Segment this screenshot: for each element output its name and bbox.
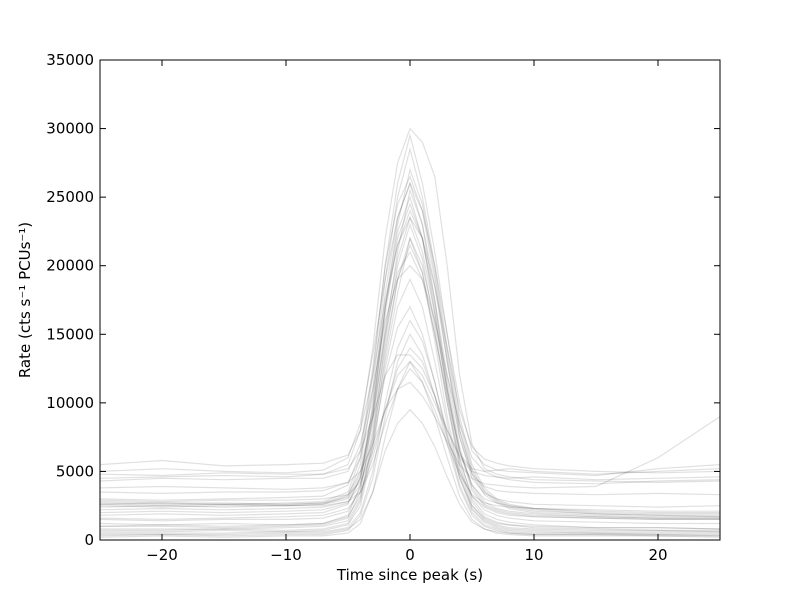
light-curve-line <box>99 209 721 496</box>
light-curve-line <box>99 216 721 474</box>
x-tick-label: 10 <box>524 546 543 564</box>
light-curve-line <box>99 236 720 519</box>
light-curve-line <box>99 133 720 515</box>
light-curve-line <box>100 277 720 534</box>
series-layer <box>99 127 721 538</box>
x-tick-label: 20 <box>648 546 667 564</box>
y-tick-label: 35000 <box>46 51 94 69</box>
light-curve-line <box>99 181 721 530</box>
x-axis-label: Time since peak (s) <box>336 566 483 584</box>
light-curve-line <box>99 381 721 490</box>
light-curve-line <box>99 175 721 508</box>
x-axis: −20 −10 0 10 20 <box>146 60 668 564</box>
light-curve-line <box>99 305 721 530</box>
y-axis: 0 5000 10000 15000 20000 25000 30000 35000 <box>46 51 720 549</box>
y-tick-label: 0 <box>84 531 94 549</box>
plot-background <box>100 60 720 540</box>
y-tick-label: 25000 <box>46 188 94 206</box>
light-curve-line <box>100 236 720 533</box>
light-curve-line <box>99 215 720 521</box>
light-curve-line <box>99 202 720 519</box>
light-curve-line <box>99 333 720 537</box>
light-curve-line <box>99 367 720 512</box>
light-curve-line <box>99 181 721 477</box>
light-curve-line <box>99 360 721 503</box>
y-axis-label: Rate (cts s⁻¹ PCUs⁻¹) <box>16 222 34 378</box>
light-curve-line <box>100 408 721 537</box>
x-tick-label: −10 <box>270 546 302 564</box>
light-curve-line <box>99 167 721 518</box>
light-curve-line <box>99 127 721 484</box>
light-curve-line <box>99 360 721 538</box>
light-curve-line <box>99 243 720 525</box>
y-tick-label: 5000 <box>56 462 94 480</box>
x-tick-label: 0 <box>405 546 415 564</box>
y-tick-label: 10000 <box>46 394 94 412</box>
y-tick-label: 30000 <box>46 120 94 138</box>
y-tick-label: 20000 <box>46 257 94 275</box>
light-curve-line <box>100 319 720 536</box>
light-curve-line <box>99 264 721 485</box>
light-curve-line <box>99 346 720 521</box>
x-tick-label: −20 <box>146 546 178 564</box>
y-tick-label: 15000 <box>46 325 94 343</box>
light-curve-line <box>100 222 721 533</box>
light-curve-line <box>100 195 720 532</box>
light-curve-line <box>99 250 720 514</box>
light-curve-line <box>99 146 720 516</box>
light-curve-line <box>99 188 720 518</box>
light-curve-line <box>99 354 721 481</box>
